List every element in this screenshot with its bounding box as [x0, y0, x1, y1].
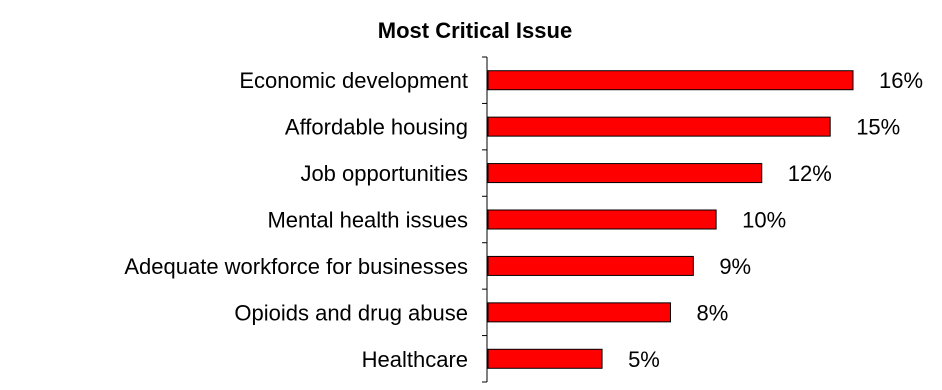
- bar: [487, 116, 831, 137]
- value-labels: 16% 15% 12%10% 9% 8% 5%: [628, 68, 923, 372]
- bar: [487, 163, 763, 184]
- value-label: 8%: [697, 300, 729, 325]
- bar: [487, 209, 717, 230]
- value-label: 9%: [719, 254, 751, 279]
- bar: [487, 255, 694, 276]
- bar: [487, 302, 671, 323]
- value-label: 10%: [742, 208, 786, 233]
- category-label: Economic development: [239, 68, 468, 93]
- bars: [487, 70, 854, 369]
- value-label: 16%: [879, 68, 923, 93]
- y-axis-ticks: [482, 56, 487, 383]
- value-label: 15%: [856, 115, 900, 140]
- value-label: 5%: [628, 347, 660, 372]
- chart-title: Most Critical Issue: [378, 18, 572, 43]
- bar: [487, 70, 854, 91]
- bar: [487, 348, 603, 369]
- category-label: Adequate workforce for businesses: [124, 254, 468, 279]
- category-label: Affordable housing: [285, 115, 468, 140]
- category-labels: Economic development Affordable housing Jo…: [124, 68, 468, 372]
- category-label: Job opportunities: [300, 161, 468, 186]
- category-label: Mental health issues: [267, 208, 468, 233]
- value-label: 12%: [788, 161, 832, 186]
- category-label: Healthcare: [362, 347, 468, 372]
- category-label: Opioids and drug abuse: [234, 300, 468, 325]
